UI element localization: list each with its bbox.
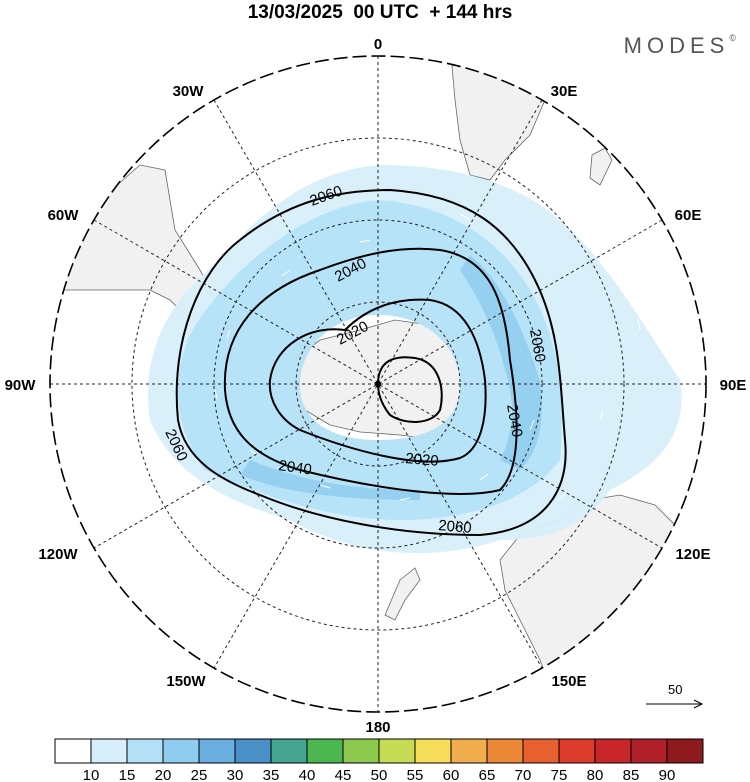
reference-vector-head bbox=[693, 699, 704, 709]
colorbar-box bbox=[54, 738, 92, 764]
lon-label-90e: 90E bbox=[720, 377, 747, 394]
land-madagascar bbox=[589, 147, 613, 186]
colorbar-boxes bbox=[54, 738, 704, 764]
copyright-mark: © bbox=[729, 33, 736, 43]
colorbar-box bbox=[414, 738, 452, 764]
colorbar-tick-label: 50 bbox=[371, 767, 388, 782]
south-pole-marker bbox=[375, 381, 381, 387]
lon-label-180: 180 bbox=[365, 719, 390, 735]
colorbar-tick-label: 20 bbox=[155, 767, 172, 782]
colorbar-tick-label: 35 bbox=[263, 767, 280, 782]
lon-label-30e: 30E bbox=[551, 83, 578, 100]
colorbar-box bbox=[378, 738, 416, 764]
colorbar-box bbox=[522, 738, 560, 764]
lon-label-30w: 30W bbox=[173, 83, 205, 100]
colorbar-tick-label: 10 bbox=[83, 767, 100, 782]
lon-label-120w: 120W bbox=[38, 546, 78, 563]
colorbar-box bbox=[450, 738, 488, 764]
shade-band-15-20 bbox=[178, 200, 562, 520]
lon-label-90w: 90W bbox=[5, 377, 37, 394]
colorbar: 10 15 20 25 30 35 40 45 50 55 60 65 70 75 80 85 90 bbox=[54, 738, 704, 782]
contours bbox=[175, 188, 567, 537]
lon-label-60e: 60E bbox=[675, 207, 702, 224]
contour-label-2040-right: 2040 bbox=[503, 403, 526, 439]
colorbar-box bbox=[306, 738, 344, 764]
colorbar-tick-label: 60 bbox=[443, 767, 460, 782]
colorbar-tick-label: 85 bbox=[623, 767, 640, 782]
longitude-labels: 0 30E 60E 90E 120E 150E 180 150W 120W 90… bbox=[5, 36, 747, 735]
map-title: 13/03/2025 00 UTC + 144 hrs bbox=[247, 2, 513, 23]
lon-label-120e: 120E bbox=[675, 546, 710, 563]
colorbar-box bbox=[126, 738, 164, 764]
contour-2060 bbox=[175, 188, 567, 537]
colorbar-tick-label: 45 bbox=[335, 767, 352, 782]
land-new-zealand bbox=[384, 567, 421, 621]
lon-label-150e: 150E bbox=[551, 673, 586, 690]
map-boundary bbox=[49, 55, 707, 713]
lon-label-150w: 150W bbox=[166, 673, 206, 690]
colorbar-tick-label: 15 bbox=[119, 767, 136, 782]
colorbar-box bbox=[594, 738, 632, 764]
colorbar-ticks: 10 15 20 25 30 35 40 45 50 55 60 65 70 75 80 85 90 bbox=[83, 767, 676, 782]
modes-logo: MODES© bbox=[624, 33, 736, 59]
contour-inner-low bbox=[376, 356, 443, 423]
colorbar-tick-label: 80 bbox=[587, 767, 604, 782]
colorbar-box bbox=[666, 738, 704, 764]
colorbar-tick-label: 65 bbox=[479, 767, 496, 782]
land-africa bbox=[451, 56, 546, 181]
contour-label-2040-bottom: 2040 bbox=[277, 457, 312, 478]
colorbar-tick-label: 70 bbox=[515, 767, 532, 782]
wind-arrows bbox=[214, 213, 641, 501]
wind-shading bbox=[148, 165, 682, 554]
colorbar-tick-label: 75 bbox=[551, 767, 568, 782]
colorbar-tick-label: 25 bbox=[191, 767, 208, 782]
reference-vector-label: 50 bbox=[668, 682, 682, 697]
shade-band-20-25 bbox=[240, 255, 542, 500]
lon-label-60w: 60W bbox=[48, 207, 80, 224]
colorbar-box bbox=[234, 738, 272, 764]
reference-vector: 50 bbox=[646, 682, 704, 709]
contour-2020 bbox=[268, 298, 487, 463]
colorbar-box bbox=[90, 738, 128, 764]
colorbar-box bbox=[486, 738, 524, 764]
colorbar-tick-label: 90 bbox=[659, 767, 676, 782]
colorbar-box bbox=[630, 738, 668, 764]
contour-label-2060-bottom: 2060 bbox=[438, 517, 473, 537]
contour-2040 bbox=[223, 247, 518, 495]
colorbar-tick-label: 40 bbox=[299, 767, 316, 782]
colorbar-tick-label: 30 bbox=[227, 767, 244, 782]
lon-label-0: 0 bbox=[374, 36, 382, 53]
polar-map: 2060 2040 2020 2020 2040 2060 2060 2040 … bbox=[5, 36, 747, 735]
colorbar-box bbox=[558, 738, 596, 764]
graticule bbox=[50, 56, 706, 712]
colorbar-box bbox=[270, 738, 308, 764]
colorbar-box bbox=[198, 738, 236, 764]
colorbar-box bbox=[162, 738, 200, 764]
contour-label-2060-right: 2060 bbox=[526, 328, 549, 364]
logo-text: MODES bbox=[623, 33, 730, 58]
colorbar-box bbox=[342, 738, 380, 764]
colorbar-tick-label: 55 bbox=[407, 767, 424, 782]
contour-label-2020-bottom: 2020 bbox=[405, 450, 440, 470]
